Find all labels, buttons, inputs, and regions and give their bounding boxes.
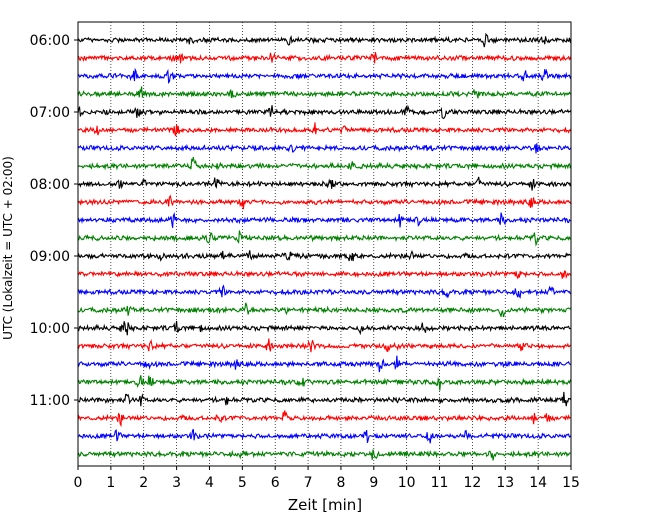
trace-row-23 — [77, 449, 572, 461]
x-axis-label: Zeit [min] — [288, 496, 362, 514]
trace-row-15 — [77, 302, 572, 318]
x-tick-label: 3 — [172, 475, 181, 491]
plot-frame — [77, 21, 572, 467]
trace-row-22 — [77, 428, 572, 444]
x-tick-label: 6 — [271, 475, 280, 491]
trace-row-19 — [77, 375, 572, 391]
y-axis-ticks: 06:00 07:00 08:00 09:00 10:00 11:00 — [30, 33, 78, 409]
trace-row-7 — [77, 157, 572, 171]
x-tick-label: 7 — [304, 475, 313, 491]
y-tick-label: 06:00 — [30, 33, 70, 49]
trace-row-21 — [77, 410, 572, 428]
trace-row-16 — [77, 320, 572, 336]
trace-row-6 — [77, 143, 572, 154]
seismic-traces — [77, 32, 572, 461]
x-tick-label: 12 — [463, 475, 481, 491]
trace-row-18 — [77, 355, 572, 373]
trace-row-9 — [77, 194, 572, 210]
trace-row-5 — [77, 122, 572, 137]
y-tick-label: 08:00 — [30, 177, 70, 193]
x-tick-label: 0 — [74, 475, 83, 491]
trace-row-8 — [77, 176, 572, 191]
trace-row-2 — [77, 67, 572, 84]
x-tick-label: 11 — [431, 475, 449, 491]
trace-row-20 — [77, 391, 572, 407]
x-tick-label: 4 — [205, 475, 214, 491]
trace-row-12 — [77, 249, 572, 262]
trace-row-13 — [77, 269, 572, 280]
trace-row-10 — [77, 212, 572, 228]
trace-row-4 — [77, 104, 572, 120]
trace-row-17 — [77, 338, 572, 353]
trace-row-14 — [77, 284, 572, 299]
trace-row-11 — [77, 230, 572, 247]
x-tick-label: 8 — [336, 475, 345, 491]
x-tick-label: 2 — [139, 475, 148, 491]
x-tick-label: 1 — [106, 475, 115, 491]
y-tick-label: 09:00 — [30, 249, 70, 265]
x-tick-label: 14 — [529, 475, 547, 491]
trace-row-3 — [77, 86, 572, 99]
y-tick-label: 11:00 — [30, 393, 70, 409]
x-tick-label: 5 — [238, 475, 247, 491]
x-tick-label: 13 — [496, 475, 514, 491]
x-axis-ticks: 0 1 2 3 4 5 6 7 8 9 10 11 12 13 14 15 — [74, 466, 580, 491]
plot-background — [78, 22, 571, 466]
y-tick-label: 10:00 — [30, 321, 70, 337]
x-tick-label: 9 — [369, 475, 378, 491]
x-tick-label: 10 — [398, 475, 416, 491]
trace-row-0 — [77, 32, 572, 48]
y-axis-label: UTC (Lokalzeit = UTC + 02:00) — [1, 156, 15, 340]
x-gridlines — [110, 22, 539, 466]
y-tick-label: 07:00 — [30, 105, 70, 121]
x-tick-label: 15 — [562, 475, 580, 491]
trace-row-1 — [77, 52, 572, 64]
